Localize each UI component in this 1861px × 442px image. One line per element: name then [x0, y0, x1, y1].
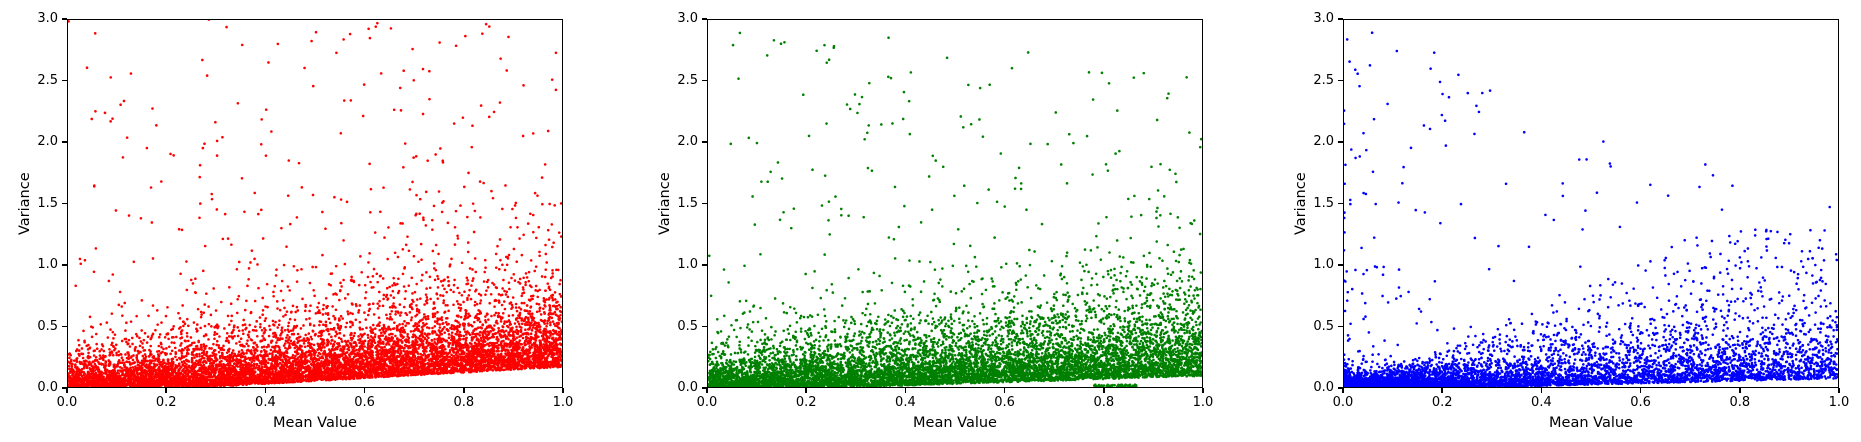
x-tick-label: 0.4	[1531, 395, 1552, 410]
y-tick-label: 3.0	[1313, 11, 1334, 26]
y-tick-mark	[1338, 264, 1343, 266]
x-tick-label: 0.4	[895, 395, 916, 410]
y-tick-label: 1.5	[677, 195, 698, 211]
x-tick-label: 0.6	[1630, 395, 1651, 410]
x-tick-mark	[1540, 388, 1543, 393]
x-tick-mark	[1739, 388, 1741, 393]
x-tick-mark	[1342, 388, 1344, 393]
y-tick-label: 1.5	[37, 195, 58, 211]
x-axis-label: Mean Value	[273, 415, 357, 431]
y-tick-mark	[1338, 79, 1343, 82]
x-tick-mark	[805, 388, 807, 393]
x-axis-label: Mean Value	[913, 415, 997, 431]
y-tick-mark	[1338, 202, 1343, 205]
x-tick-mark	[562, 388, 564, 393]
plot-area	[67, 19, 563, 388]
x-tick-mark	[706, 388, 708, 393]
y-tick-mark	[62, 18, 67, 20]
x-tick-label: 0.6	[354, 395, 375, 410]
y-tick-label: 1.0	[37, 257, 58, 272]
y-tick-mark	[702, 18, 707, 20]
x-tick-label: 1.0	[1192, 395, 1214, 410]
x-tick-mark	[1202, 388, 1204, 393]
x-tick-label: 0.2	[795, 395, 817, 410]
y-tick-label: 0.0	[37, 380, 58, 395]
x-tick-mark	[1639, 388, 1642, 393]
scatter-points-canvas	[68, 20, 562, 387]
y-tick-label: 3.0	[37, 11, 58, 26]
y-tick-mark	[702, 387, 707, 389]
y-tick-label: 1.0	[1313, 257, 1334, 272]
x-tick-mark	[1441, 388, 1443, 393]
y-tick-mark	[702, 141, 707, 143]
y-tick-mark	[702, 264, 707, 266]
y-tick-label: 2.5	[677, 72, 698, 88]
y-tick-mark	[62, 264, 67, 266]
y-tick-label: 0.5	[677, 318, 698, 334]
x-tick-mark	[363, 388, 366, 393]
x-tick-label: 0.4	[255, 395, 276, 410]
x-tick-label: 0.2	[1431, 395, 1453, 410]
y-tick-label: 2.0	[1313, 134, 1334, 149]
y-tick-mark	[62, 202, 67, 205]
y-tick-mark	[62, 79, 67, 82]
x-tick-mark	[1838, 388, 1840, 393]
y-tick-mark	[1338, 141, 1343, 143]
y-tick-mark	[62, 141, 67, 143]
y-tick-label: 0.0	[677, 380, 698, 395]
x-tick-label: 0.8	[453, 395, 475, 410]
x-tick-mark	[904, 388, 907, 393]
x-tick-label: 0.6	[994, 395, 1015, 410]
x-tick-label: 0.0	[1332, 395, 1354, 410]
x-tick-label: 0.0	[56, 395, 78, 410]
x-tick-label: 0.8	[1729, 395, 1751, 410]
y-tick-mark	[702, 325, 707, 328]
y-tick-mark	[1338, 18, 1343, 20]
y-tick-mark	[702, 79, 707, 82]
y-tick-label: 2.0	[37, 134, 58, 149]
x-tick-mark	[264, 388, 267, 393]
x-tick-label: 0.0	[696, 395, 718, 410]
x-tick-label: 1.0	[552, 395, 574, 410]
x-tick-mark	[463, 388, 465, 393]
x-tick-label: 0.8	[1093, 395, 1115, 410]
y-tick-mark	[702, 202, 707, 205]
y-tick-mark	[62, 325, 67, 328]
plot-area	[707, 19, 1203, 388]
x-tick-mark	[66, 388, 68, 393]
plot-area	[1343, 19, 1839, 388]
y-tick-label: 0.0	[1313, 380, 1334, 395]
x-tick-mark	[165, 388, 167, 393]
x-tick-mark	[1003, 388, 1006, 393]
y-tick-label: 0.5	[37, 318, 58, 334]
y-tick-label: 1.0	[677, 257, 698, 272]
y-tick-mark	[1338, 387, 1343, 389]
x-tick-mark	[1103, 388, 1105, 393]
scatter-points-canvas	[1344, 20, 1838, 387]
y-tick-label: 2.5	[37, 72, 58, 88]
y-tick-mark	[62, 387, 67, 389]
y-tick-label: 2.0	[677, 134, 698, 149]
y-tick-label: 3.0	[677, 11, 698, 26]
y-tick-mark	[1338, 325, 1343, 328]
x-tick-label: 0.2	[155, 395, 177, 410]
y-tick-label: 0.5	[1313, 318, 1334, 334]
y-tick-label: 2.5	[1313, 72, 1334, 88]
x-tick-label: 1.0	[1828, 395, 1850, 410]
scatter-points-canvas	[708, 20, 1202, 387]
y-tick-label: 1.5	[1313, 195, 1334, 211]
x-axis-label: Mean Value	[1549, 415, 1633, 431]
